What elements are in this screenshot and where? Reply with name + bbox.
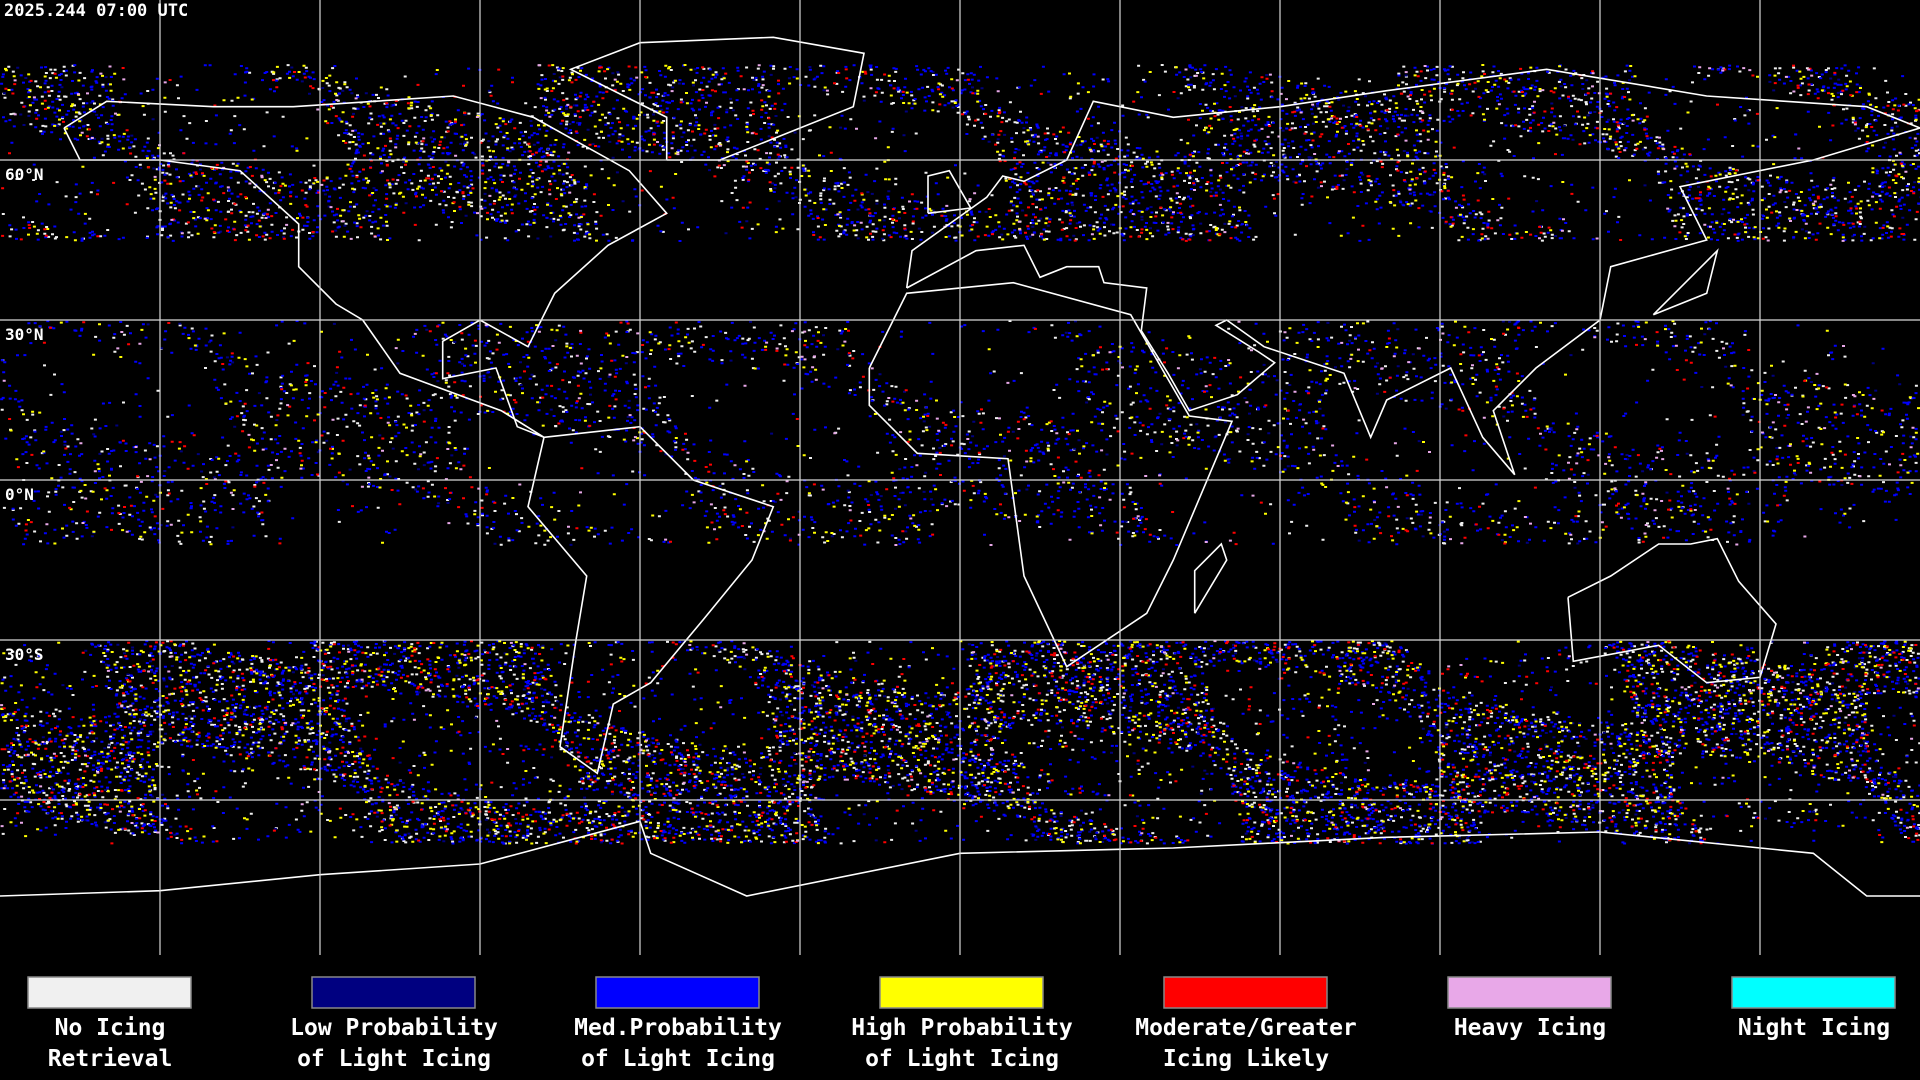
icing-speckles [0,64,1920,845]
legend-swatch [595,976,760,1009]
legend-label: Low Probability [290,1015,498,1041]
legend-label: Heavy Icing [1454,1015,1606,1041]
coastline [1652,248,1719,316]
legend-swatch [879,976,1044,1009]
legend-swatch [1731,976,1896,1009]
timestamp: 2025.244 07:00 UTC [4,1,188,21]
legend-label: of Light Icing [297,1046,491,1072]
legend-swatch [311,976,476,1009]
legend-label: No Icing [55,1015,166,1041]
coastline [1193,542,1228,614]
legend: No Icing Retrieval Low Probability of Light… [27,976,1896,1072]
legend-label: Night Icing [1738,1015,1890,1041]
coastline [868,281,1234,668]
legend-label: High Probability [851,1015,1073,1041]
coastline [0,820,1920,897]
legend-label: Icing Likely [1163,1046,1329,1072]
lat-label: 30°N [5,325,44,344]
lat-label: 60°N [5,165,44,184]
legend-label: Retrieval [48,1046,173,1072]
coastline [927,169,972,215]
coastlines [0,36,1920,897]
graticule [0,0,1920,955]
legend-label: Moderate/Greater [1135,1015,1357,1041]
lat-label: 30°S [5,645,44,664]
coastline [1567,537,1777,684]
coastline [63,95,668,439]
legend-swatch [27,976,192,1009]
coastline [527,425,775,775]
labels: 60°N 30°N 0°N 30°S [5,165,44,664]
legend-swatch [1447,976,1612,1009]
speckle-layer [0,64,1920,845]
coastline [568,36,865,161]
legend-swatch [1163,976,1328,1009]
legend-label: Med.Probability [574,1015,782,1041]
legend-label: of Light Icing [581,1046,775,1072]
legend-label: of Light Icing [865,1046,1059,1072]
lat-label: 0°N [5,485,34,504]
